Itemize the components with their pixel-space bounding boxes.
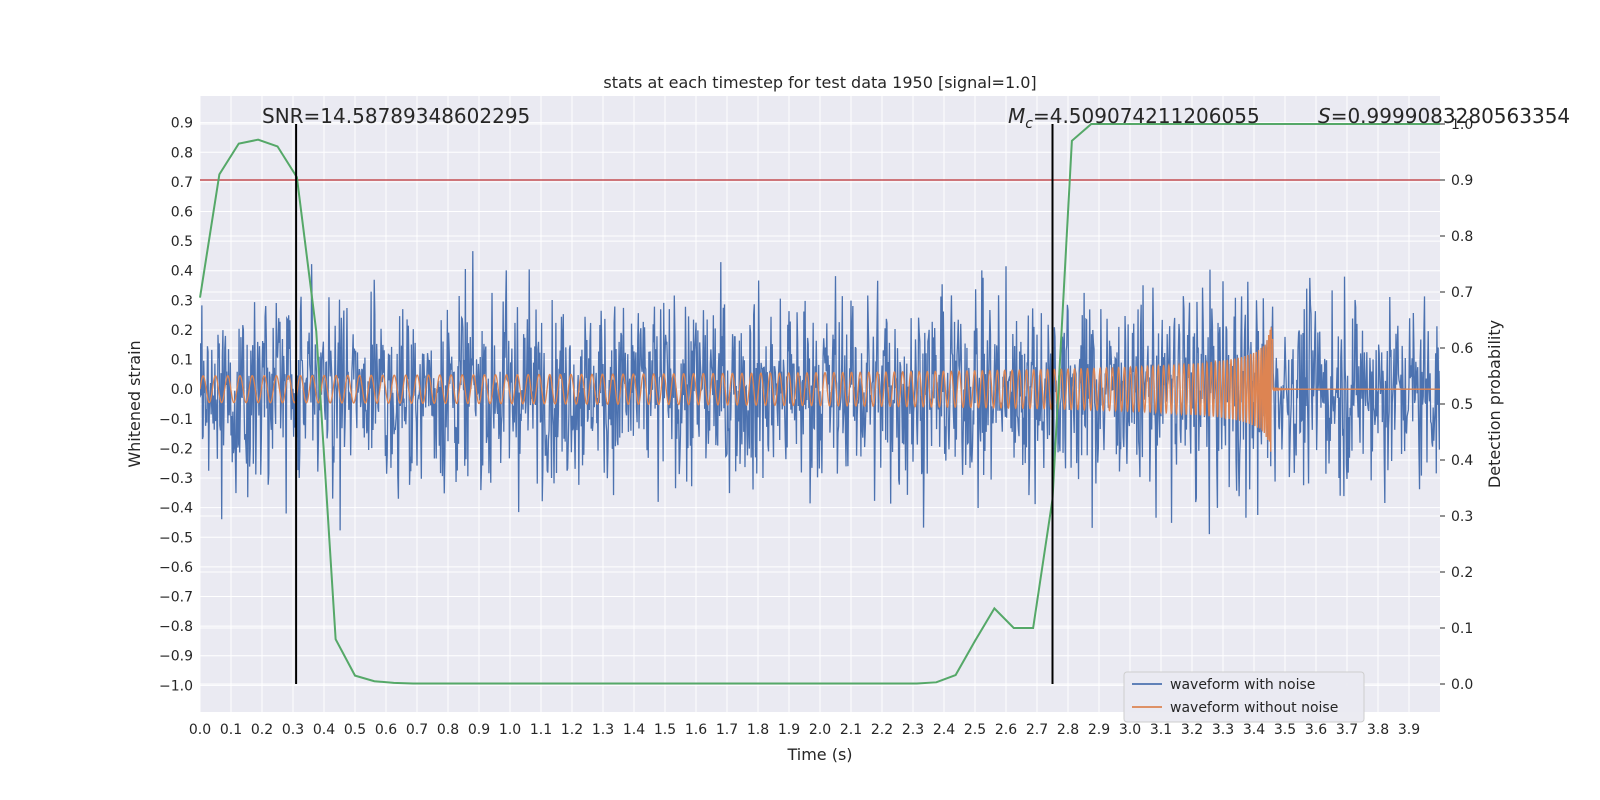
- y-tick-label: −0.7: [159, 590, 193, 606]
- overlay: [199, 123, 1440, 685]
- x-tick-label: 0.2: [251, 722, 273, 738]
- legend-label-noise: waveform with noise: [1170, 677, 1315, 693]
- x-tick-label: 1.7: [716, 722, 738, 738]
- y-tick-label: −0.5: [159, 530, 193, 546]
- y-tick-label: −0.9: [159, 649, 193, 665]
- x-tick-label: 3.0: [1119, 722, 1141, 738]
- y-tick-label: −0.8: [159, 619, 193, 635]
- y-tick-label: 0.7: [171, 175, 193, 191]
- s-value: =0.9999083280563354: [1331, 104, 1570, 128]
- y2-tick-label: 0.8: [1451, 229, 1473, 245]
- mc-symbol: M: [1008, 104, 1025, 128]
- y2-axis-label: Detection probability: [1485, 320, 1504, 488]
- x-tick-label: 3.8: [1367, 722, 1389, 738]
- series-waveform-without-noise: [200, 327, 1440, 452]
- y2-tick-label: 0.2: [1451, 565, 1473, 581]
- y2-tick-label: 0.6: [1451, 341, 1473, 357]
- s-annotation: S=0.9999083280563354: [1318, 104, 1570, 128]
- x-tick-label: 0.7: [406, 722, 428, 738]
- x-tick-label: 1.3: [592, 722, 614, 738]
- x-tick-label: 3.7: [1336, 722, 1358, 738]
- x-tick-label: 1.0: [499, 722, 521, 738]
- x-tick-label: 3.6: [1305, 722, 1327, 738]
- series-detection-probability: [199, 123, 1440, 685]
- x-tick-label: 1.6: [685, 722, 707, 738]
- y2-tick-label: 0.7: [1451, 285, 1473, 301]
- y2-tick-label: 1.0: [1451, 117, 1473, 133]
- y2-tick-label: 0.5: [1451, 397, 1473, 413]
- x-tick-label: 0.6: [375, 722, 397, 738]
- y-tick-label: −0.1: [159, 412, 193, 428]
- y-tick-label: −0.4: [159, 501, 193, 517]
- x-tick-label: 0.4: [313, 722, 335, 738]
- x-tick-label: 1.5: [654, 722, 676, 738]
- y2-tick-label: 0.4: [1451, 453, 1473, 469]
- x-tick-label: 2.4: [933, 722, 955, 738]
- x-tick-label: 2.5: [964, 722, 986, 738]
- legend: waveform with noise waveform without noi…: [1123, 671, 1365, 723]
- x-tick-label: 0.5: [344, 722, 366, 738]
- y2-tick-label: 0.3: [1451, 509, 1473, 525]
- x-tick-label: 0.0: [189, 722, 211, 738]
- snr-annotation: SNR=14.58789348602295: [262, 104, 530, 128]
- x-tick-label: 3.2: [1181, 722, 1203, 738]
- mc-value: =4.509074211206055: [1033, 104, 1260, 128]
- x-tick-label: 0.1: [220, 722, 242, 738]
- y-tick-label: 0.0: [171, 382, 193, 398]
- y-tick-label: 0.4: [171, 264, 193, 280]
- x-tick-label: 2.9: [1088, 722, 1110, 738]
- y-tick-label: 0.2: [171, 323, 193, 339]
- y-tick-label: 0.5: [171, 234, 193, 250]
- y-tick-label: 0.3: [171, 293, 193, 309]
- x-tick-label: 0.8: [437, 722, 459, 738]
- y-tick-label: −1.0: [159, 678, 193, 694]
- series-layer: [200, 251, 1440, 535]
- x-tick-label: 3.5: [1274, 722, 1296, 738]
- y2-tick-label: 0.1: [1451, 621, 1473, 637]
- x-tick-label: 1.9: [778, 722, 800, 738]
- legend-box: [1123, 671, 1365, 723]
- y-tick-label: 0.9: [171, 116, 193, 132]
- x-axis-label: Time (s): [786, 745, 852, 764]
- x-tick-label: 2.3: [902, 722, 924, 738]
- y2-tick-label: 0.9: [1451, 173, 1473, 189]
- x-tick-label: 1.2: [561, 722, 583, 738]
- x-tick-label: 1.4: [623, 722, 645, 738]
- y-tick-label: 0.8: [171, 145, 193, 161]
- x-tick-label: 0.9: [468, 722, 490, 738]
- x-tick-label: 3.9: [1398, 722, 1420, 738]
- x-tick-label: 2.8: [1057, 722, 1079, 738]
- mc-annotation: Mc=4.509074211206055: [1008, 104, 1260, 132]
- ticks: 0.0 0.1 0.2 0.3 0.4 0.5 0.6 0.7 0.8 0.9 1.0 1.1 1.2 1…: [159, 116, 1473, 738]
- y-tick-label: 0.1: [171, 353, 193, 369]
- chart-title: stats at each timestep for test data 195…: [603, 73, 1036, 92]
- x-tick-label: 2.2: [871, 722, 893, 738]
- x-tick-label: 3.1: [1150, 722, 1172, 738]
- y-tick-label: −0.3: [159, 471, 193, 487]
- x-tick-label: 1.1: [530, 722, 552, 738]
- grid: [199, 96, 1440, 712]
- mc-subscript: c: [1025, 116, 1033, 132]
- x-tick-label: 2.7: [1026, 722, 1048, 738]
- x-tick-label: 3.4: [1243, 722, 1265, 738]
- y-tick-label: −0.6: [159, 560, 193, 576]
- x-tick-label: 2.6: [995, 722, 1017, 738]
- y2-tick-label: 0.0: [1451, 677, 1473, 693]
- y-tick-label: 0.6: [171, 205, 193, 221]
- x-tick-label: 2.0: [809, 722, 831, 738]
- x-tick-label: 2.1: [840, 722, 862, 738]
- legend-label-clean: waveform without noise: [1170, 700, 1338, 716]
- x-tick-label: 1.8: [747, 722, 769, 738]
- y-tick-label: −0.2: [159, 441, 193, 457]
- y-axis-label: Whitened strain: [125, 340, 144, 467]
- s-symbol: S: [1318, 104, 1331, 128]
- x-tick-label: 0.3: [282, 722, 304, 738]
- x-tick-label: 3.3: [1212, 722, 1234, 738]
